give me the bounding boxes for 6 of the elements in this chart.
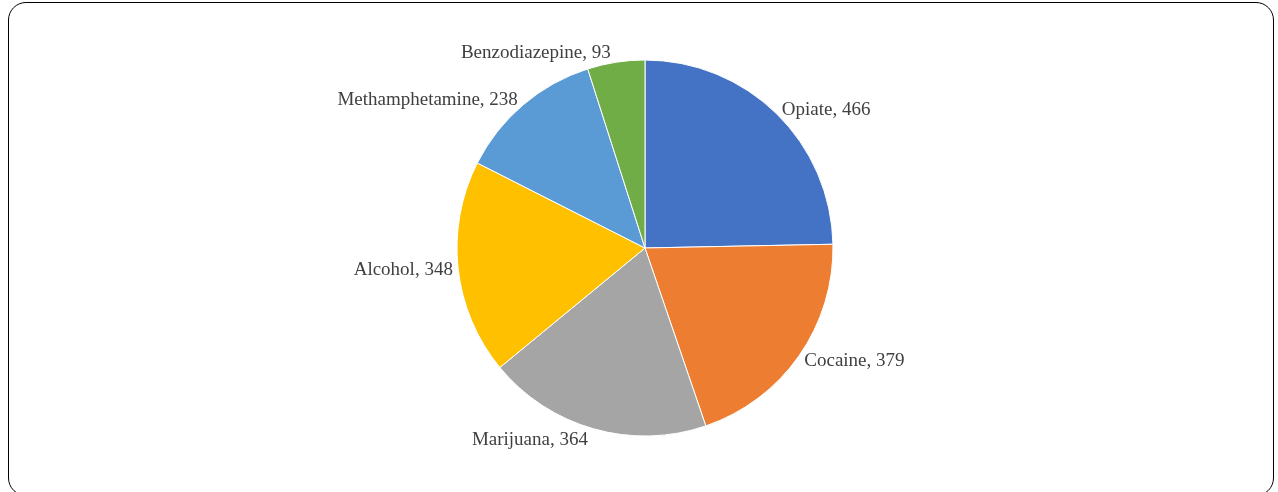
slice-label: Methamphetamine, 238	[337, 88, 518, 110]
slice-label: Benzodiazepine, 93	[460, 41, 611, 63]
slice-label: Opiate, 466	[781, 97, 871, 119]
slice-label: Cocaine, 379	[804, 348, 905, 370]
slice-label: Marijuana, 364	[471, 428, 589, 450]
slice-label: Alcohol, 348	[353, 258, 453, 280]
